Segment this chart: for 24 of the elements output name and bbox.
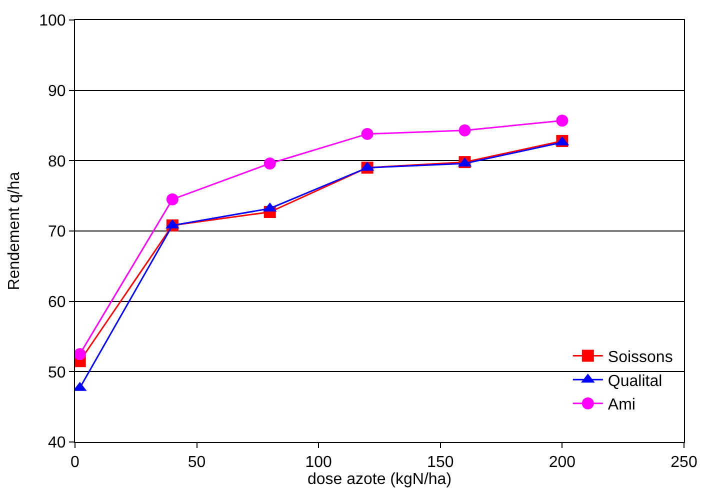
x-tick-label: 200 [548,454,576,472]
x-tick-label: 100 [305,454,332,472]
point [458,124,471,136]
point [166,193,178,206]
point [75,348,86,360]
y-axis-title: Rendement q/ha [6,172,23,290]
y-tick-label: 40 [48,434,66,452]
legend-label: Ami [608,396,636,414]
point [264,157,276,170]
y-tick-label: 90 [48,82,66,100]
y-tick-label: 50 [48,364,66,382]
x-axis-title: dose azote (kgN/ha) [307,471,452,488]
y-tick-label: 100 [39,12,66,30]
y-tick-label: 70 [48,224,66,241]
legend-label: Qualital [608,372,662,390]
point [361,128,374,140]
x-tick-label: 250 [670,454,698,472]
x-tick-label: 150 [427,454,454,472]
x-tick-label: 50 [188,454,206,472]
y-tick-label: 60 [48,294,66,311]
point [556,114,568,127]
y-tick-label: 80 [48,153,66,170]
legend-label: Soissons [608,349,673,366]
x-tick-label: 0 [70,454,80,472]
